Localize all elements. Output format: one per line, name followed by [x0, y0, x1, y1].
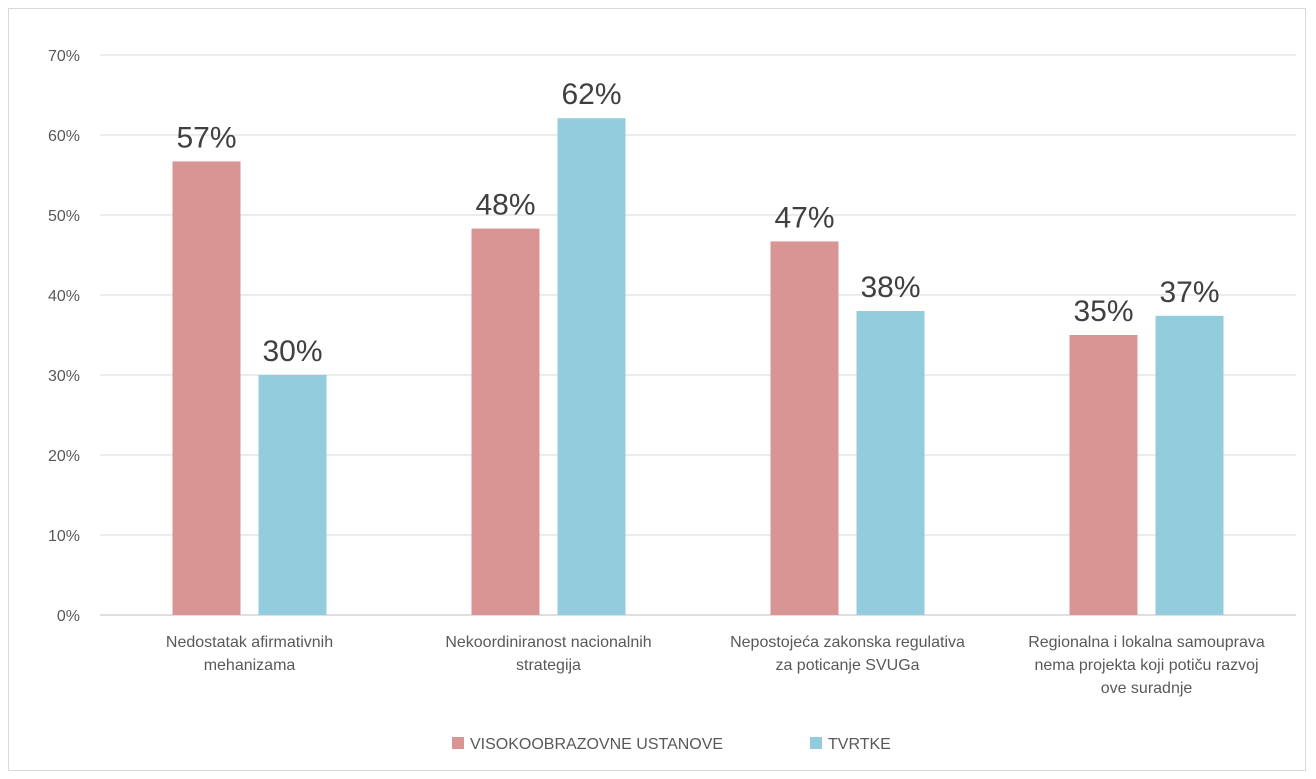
data-label: 30%	[262, 335, 322, 368]
legend-swatch	[452, 737, 464, 749]
legend-swatch	[810, 737, 822, 749]
bar	[1069, 335, 1138, 615]
legend: VISOKOOBRAZOVNE USTANOVE TVRTKE	[452, 736, 891, 753]
y-tick-label: 10%	[48, 528, 80, 545]
x-category-label: za poticanje SVUGa	[775, 657, 919, 674]
y-tick-label: 60%	[48, 128, 80, 145]
x-category-label: Nekoordiniranost nacionalnih	[445, 634, 651, 651]
bar	[856, 311, 925, 615]
y-tick-label: 70%	[48, 48, 80, 65]
data-label: 57%	[176, 121, 236, 154]
x-axis: Nedostatak afirmativnih mehanizama Nekoord…	[166, 634, 1265, 697]
y-tick-label: 0%	[57, 608, 80, 625]
bar	[557, 118, 626, 615]
bar	[258, 375, 327, 615]
legend-label: VISOKOOBRAZOVNE USTANOVE	[470, 736, 723, 753]
bar	[1155, 315, 1224, 615]
y-tick-label: 40%	[48, 288, 80, 305]
x-category-label: Nedostatak afirmativnih	[166, 634, 333, 651]
bar	[471, 228, 540, 615]
data-label: 47%	[774, 201, 834, 234]
x-category-label: nema projekta koji potiču razvoj	[1034, 657, 1258, 674]
legend-label: TVRTKE	[828, 736, 891, 753]
x-category-label: Nepostojeća zakonska regulativa	[730, 634, 965, 651]
x-category-label: strategija	[516, 657, 581, 674]
bar	[172, 161, 241, 615]
y-axis: 0% 10% 20% 30% 40% 50% 60% 70%	[48, 48, 80, 625]
x-category-label: ove suradnje	[1101, 680, 1193, 697]
x-category-label: mehanizama	[204, 657, 296, 674]
x-category-label: Regionalna i lokalna samouprava	[1028, 634, 1265, 651]
bars	[172, 118, 1224, 615]
y-tick-label: 20%	[48, 448, 80, 465]
data-label: 37%	[1159, 276, 1219, 309]
data-label: 62%	[561, 78, 621, 111]
data-label: 38%	[860, 271, 920, 304]
y-tick-label: 30%	[48, 368, 80, 385]
y-tick-label: 50%	[48, 208, 80, 225]
bar	[770, 241, 839, 615]
data-label: 35%	[1073, 295, 1133, 328]
data-label: 48%	[475, 189, 535, 222]
data-labels: 57% 30% 48% 62% 47% 38% 35% 37%	[176, 78, 1219, 368]
